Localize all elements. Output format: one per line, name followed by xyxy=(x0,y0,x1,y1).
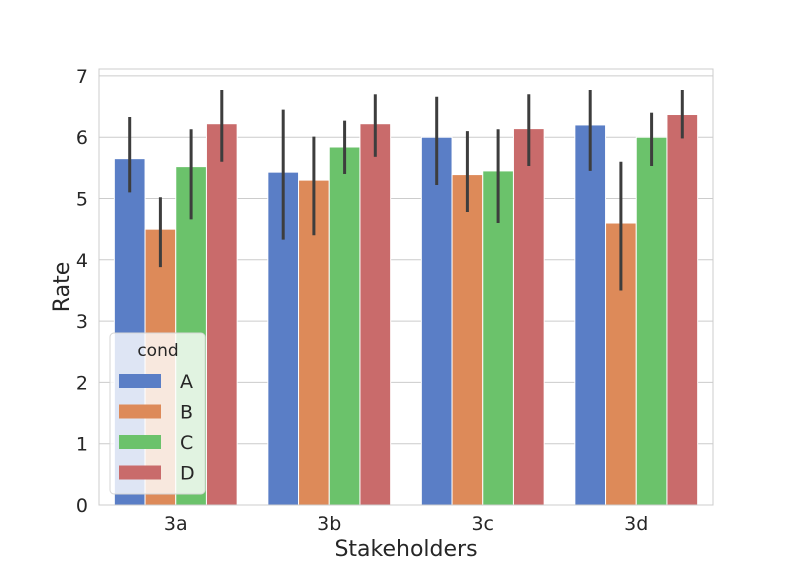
bar-3d-D xyxy=(666,114,699,506)
x-tick-labels: 3a 3b 3c 3d xyxy=(164,513,648,535)
legend-title: cond xyxy=(137,341,178,361)
bar-3b-C xyxy=(328,146,361,506)
y-tick-label: 5 xyxy=(76,189,88,211)
legend-swatch-D xyxy=(119,465,161,480)
y-tick-label: 7 xyxy=(76,66,88,88)
legend-swatch-A xyxy=(119,374,161,388)
error-bars xyxy=(128,89,684,291)
y-tick-label: 3 xyxy=(76,311,88,333)
y-tick-label: 1 xyxy=(76,434,88,456)
bar-3c-D xyxy=(512,128,545,506)
x-axis-title: Stakeholders xyxy=(334,537,477,562)
legend-label-A: A xyxy=(180,371,193,393)
bar-3d-C xyxy=(635,136,668,506)
x-tick-label-3b: 3b xyxy=(317,513,341,535)
y-axis-title: Rate xyxy=(50,262,75,312)
x-tick-label-3c: 3c xyxy=(471,513,494,535)
bar-3c-A xyxy=(420,136,453,506)
bar-3c-B xyxy=(451,174,484,506)
legend-swatch-B xyxy=(119,404,161,419)
y-tick-label: 2 xyxy=(76,372,88,394)
legend-label-D: D xyxy=(180,463,195,485)
x-tick-label-3d: 3d xyxy=(624,513,648,535)
y-tick-labels: 0 1 2 3 4 5 6 7 xyxy=(76,66,88,517)
y-tick-label: 6 xyxy=(76,127,88,149)
y-tick-label: 0 xyxy=(76,495,88,517)
legend-label-B: B xyxy=(180,402,193,424)
y-tick-label: 4 xyxy=(76,250,88,272)
legend-swatch-C xyxy=(119,435,161,449)
bar-3b-D xyxy=(359,123,392,506)
bar-3c-C xyxy=(482,170,514,506)
bar-3a-D xyxy=(205,123,238,506)
bar-3d-A xyxy=(574,124,607,506)
x-tick-label-3a: 3a xyxy=(164,513,188,535)
legend-label-C: C xyxy=(180,432,193,454)
plot-frame xyxy=(98,68,714,506)
